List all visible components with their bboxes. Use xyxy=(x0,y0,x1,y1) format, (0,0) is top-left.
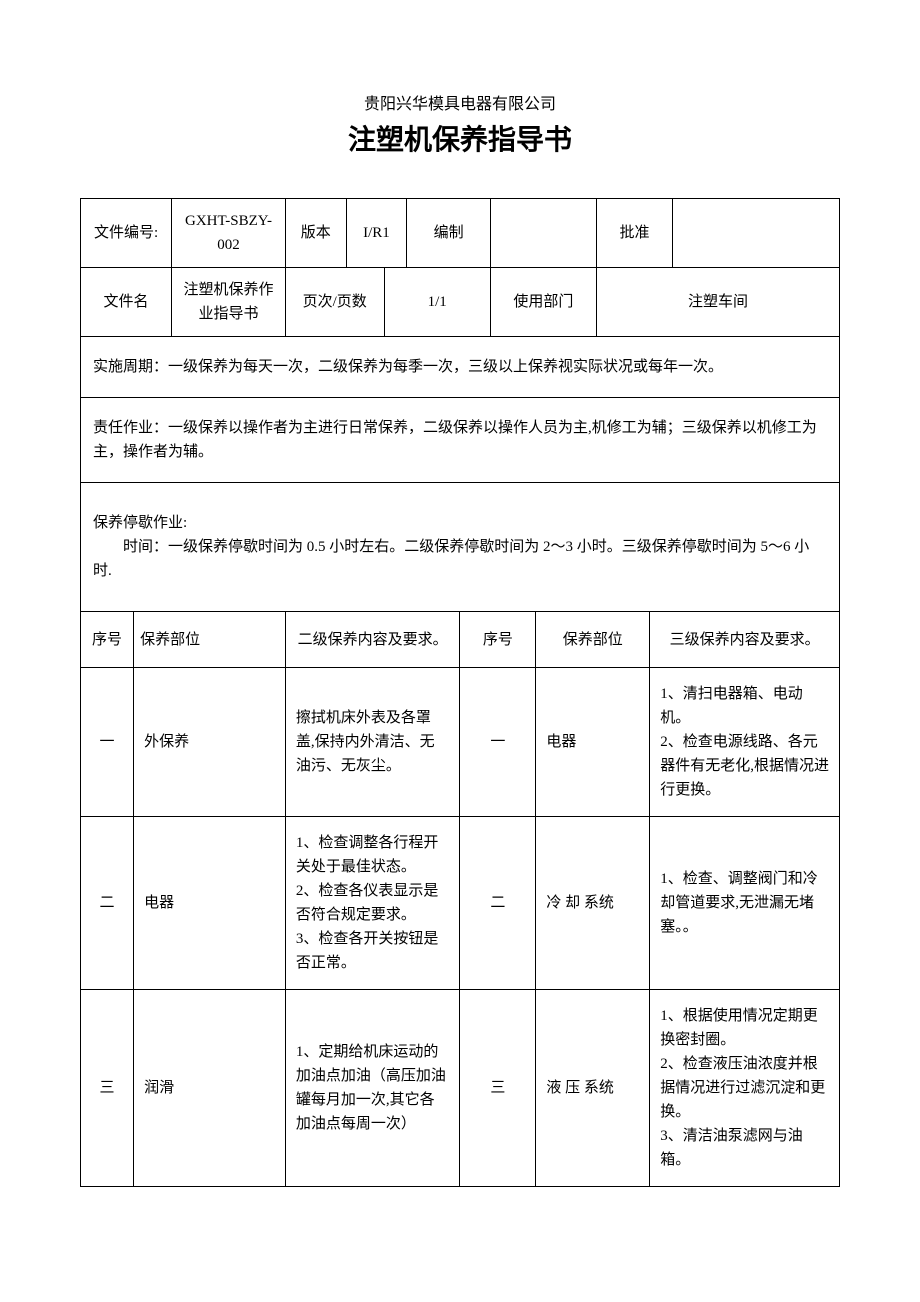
row-seq2: 一 xyxy=(460,668,536,817)
row-seq: 三 xyxy=(81,990,134,1187)
responsibility-text: 责任作业：一级保养以操作者为主进行日常保养，二级保养以操作人员为主,机修工为辅；… xyxy=(81,398,840,483)
cycle-text: 实施周期：一级保养为每天一次，二级保养为每季一次，三级以上保养视实际状况或每年一… xyxy=(81,337,840,398)
dept-label: 使用部门 xyxy=(490,268,596,337)
col-part2: 保养部位 xyxy=(536,612,650,668)
doc-name-label: 文件名 xyxy=(81,268,172,337)
row-seq2: 二 xyxy=(460,817,536,990)
meta-row-1: 文件编号: GXHT-SBZY-002 版本 I/R1 编制 批准 xyxy=(81,199,840,268)
table-row: 一 外保养 擦拭机床外表及各罩盖,保持内外清洁、无油污、无灰尘。 一 电器 1、… xyxy=(81,668,840,817)
approved-label: 批准 xyxy=(597,199,673,268)
dept-value: 注塑车间 xyxy=(597,268,840,337)
doc-no-label: 文件编号: xyxy=(81,199,172,268)
version-label: 版本 xyxy=(285,199,346,268)
row-part2: 液 压 系统 xyxy=(536,990,650,1187)
row-lvl2: 1、检查调整各行程开关处于最佳状态。2、检查各仪表显示是否符合规定要求。3、检查… xyxy=(285,817,460,990)
document-title: 注塑机保养指导书 xyxy=(80,118,840,158)
compiled-value xyxy=(490,199,596,268)
col-seq2: 序号 xyxy=(460,612,536,668)
col-seq: 序号 xyxy=(81,612,134,668)
main-table: 文件编号: GXHT-SBZY-002 版本 I/R1 编制 批准 文件名 注塑… xyxy=(80,198,840,1187)
row-part: 外保养 xyxy=(134,668,286,817)
row-seq: 二 xyxy=(81,817,134,990)
row-lvl2: 擦拭机床外表及各罩盖,保持内外清洁、无油污、无灰尘。 xyxy=(285,668,460,817)
row-lvl3: 1、清扫电器箱、电动机。2、检查电源线路、各元器件有无老化,根据情况进行更换。 xyxy=(650,668,840,817)
page-value: 1/1 xyxy=(384,268,490,337)
col-part: 保养部位 xyxy=(134,612,286,668)
row-seq: 一 xyxy=(81,668,134,817)
column-header-row: 序号 保养部位 二级保养内容及要求。 序号 保养部位 三级保养内容及要求。 xyxy=(81,612,840,668)
cycle-row: 实施周期：一级保养为每天一次，二级保养为每季一次，三级以上保养视实际状况或每年一… xyxy=(81,337,840,398)
row-part2: 冷 却 系统 xyxy=(536,817,650,990)
row-lvl3: 1、根据使用情况定期更换密封圈。2、检查液压油浓度并根据情况进行过滤沉淀和更换。… xyxy=(650,990,840,1187)
doc-no-value: GXHT-SBZY-002 xyxy=(172,199,286,268)
page-label: 页次/页数 xyxy=(285,268,384,337)
downtime-title: 保养停歇作业: xyxy=(93,511,827,535)
meta-row-2: 文件名 注塑机保养作业指导书 页次/页数 1/1 使用部门 注塑车间 xyxy=(81,268,840,337)
col-lvl2: 二级保养内容及要求。 xyxy=(285,612,460,668)
row-seq2: 三 xyxy=(460,990,536,1187)
row-lvl2: 1、定期给机床运动的加油点加油（高压加油罐每月加一次,其它各加油点每周一次） xyxy=(285,990,460,1187)
company-name: 贵阳兴华模具电器有限公司 xyxy=(80,90,840,114)
row-part: 润滑 xyxy=(134,990,286,1187)
row-part2: 电器 xyxy=(536,668,650,817)
table-row: 二 电器 1、检查调整各行程开关处于最佳状态。2、检查各仪表显示是否符合规定要求… xyxy=(81,817,840,990)
downtime-row: 保养停歇作业: 时间：一级保养停歇时间为 0.5 小时左右。二级保养停歇时间为 … xyxy=(81,483,840,612)
responsibility-row: 责任作业：一级保养以操作者为主进行日常保养，二级保养以操作人员为主,机修工为辅；… xyxy=(81,398,840,483)
doc-name-value: 注塑机保养作业指导书 xyxy=(172,268,286,337)
compiled-label: 编制 xyxy=(407,199,490,268)
table-row: 三 润滑 1、定期给机床运动的加油点加油（高压加油罐每月加一次,其它各加油点每周… xyxy=(81,990,840,1187)
downtime-body: 时间：一级保养停歇时间为 0.5 小时左右。二级保养停歇时间为 2～3 小时。三… xyxy=(93,535,827,583)
row-lvl3: 1、检查、调整阀门和冷却管道要求,无泄漏无堵塞。。 xyxy=(650,817,840,990)
row-part: 电器 xyxy=(134,817,286,990)
approved-value xyxy=(672,199,839,268)
version-value: I/R1 xyxy=(346,199,407,268)
col-lvl3: 三级保养内容及要求。 xyxy=(650,612,840,668)
